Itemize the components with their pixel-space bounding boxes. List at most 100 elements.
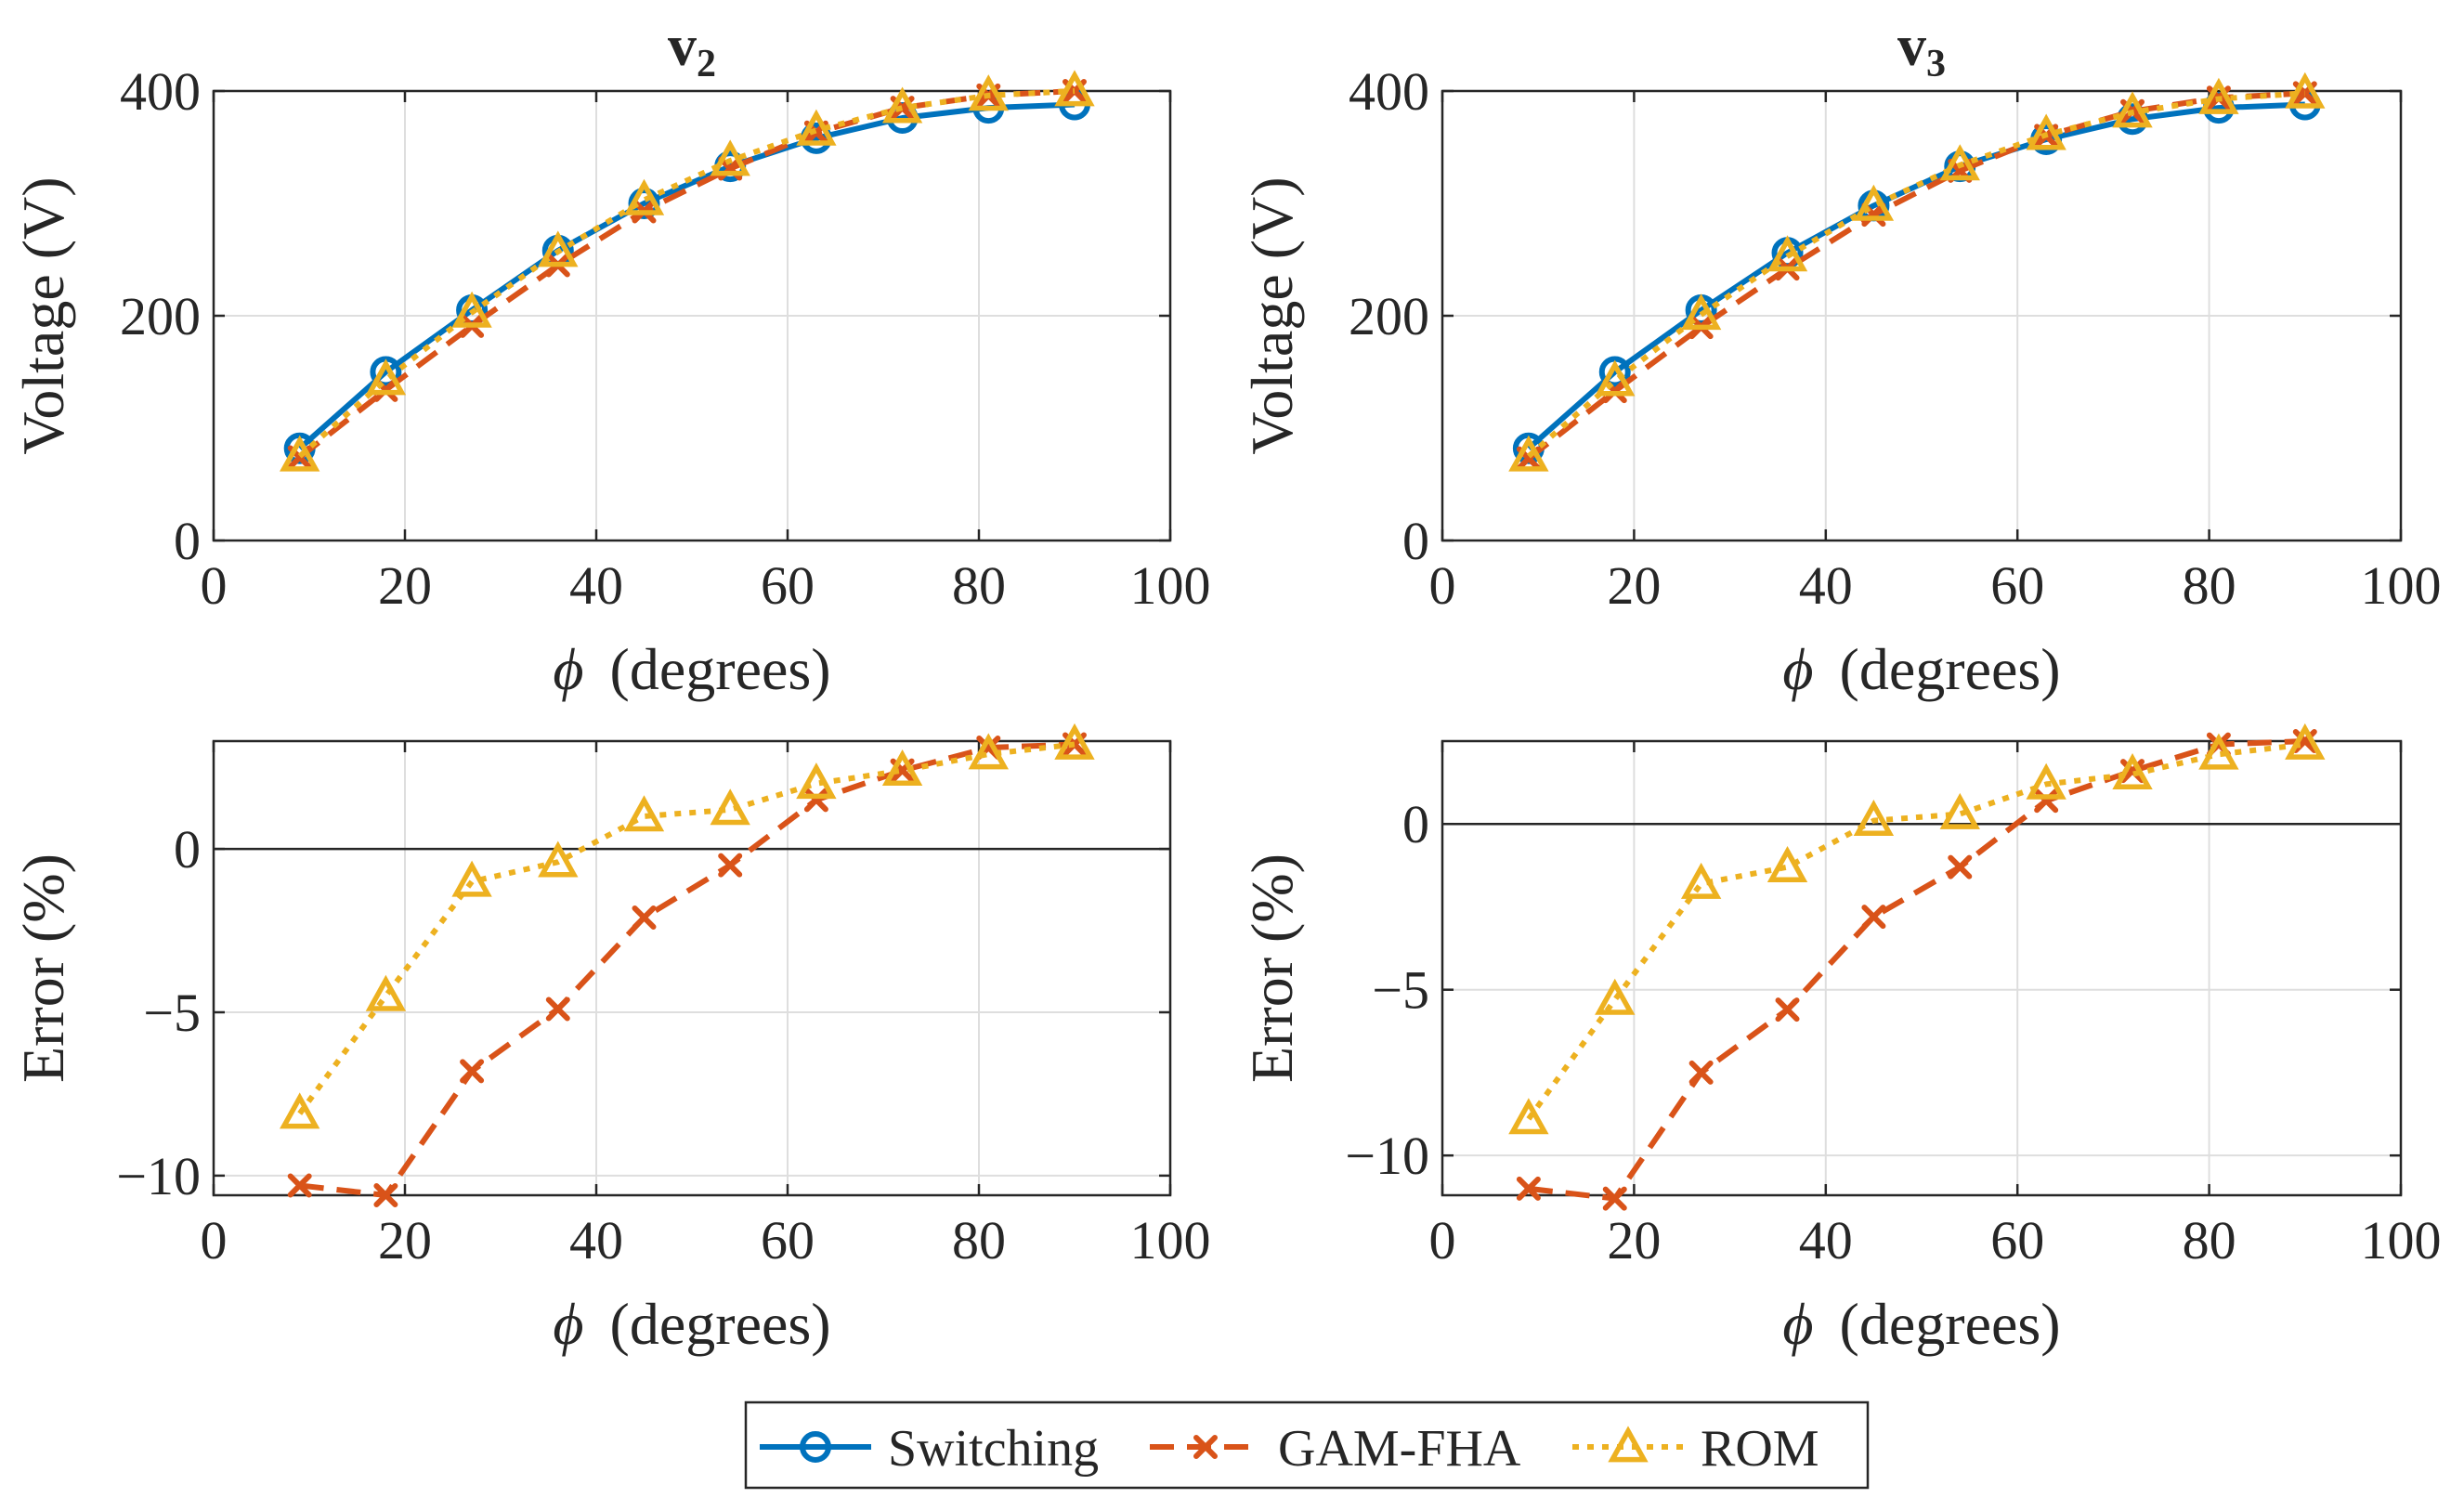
data-point bbox=[538, 840, 579, 878]
legend-marker bbox=[1608, 1426, 1649, 1463]
series-line bbox=[1528, 738, 2305, 1202]
data-point bbox=[1054, 723, 1095, 760]
x-tick-label: 40 bbox=[1799, 1210, 1853, 1270]
data-point bbox=[280, 435, 320, 472]
x-axis-unit: (degrees) bbox=[610, 1291, 831, 1357]
legend-marker bbox=[1193, 1435, 1218, 1459]
y-tick-label: 0 bbox=[174, 819, 201, 879]
x-tick-label: 40 bbox=[1799, 555, 1853, 616]
data-point bbox=[1853, 800, 1895, 837]
data-point bbox=[1767, 235, 1808, 272]
chart-v3-error: 0 20 40 60 80 100 −10 −5 0 ϕ (degrees) Error (%) bbox=[1239, 723, 2442, 1357]
data-point bbox=[623, 178, 665, 215]
data-point bbox=[968, 733, 1009, 770]
series-line bbox=[297, 88, 1076, 460]
x-axis-symbol: ϕ bbox=[1782, 636, 1813, 702]
x-tick-label: 60 bbox=[1990, 555, 2044, 616]
y-axis-label: Error (%) bbox=[1239, 853, 1305, 1083]
x-tick-label: 0 bbox=[201, 555, 228, 616]
data-point bbox=[365, 974, 407, 1011]
data-point bbox=[881, 749, 923, 787]
series-line bbox=[1527, 90, 2305, 462]
legend-label: ROM bbox=[1701, 1420, 1819, 1478]
axes-box bbox=[1441, 739, 2403, 1197]
x-axis-unit: (degrees) bbox=[1840, 1291, 2061, 1357]
chart-v2-voltage: 0 20 40 60 80 100 0 200 400 ϕ (degrees) Voltage (V)… bbox=[10, 15, 1211, 702]
data-point bbox=[2112, 753, 2153, 790]
data-point bbox=[365, 358, 407, 396]
x-tick-label: 80 bbox=[2183, 555, 2236, 616]
x-tick-label: 60 bbox=[1990, 1210, 2044, 1270]
data-point bbox=[538, 230, 579, 267]
series-line bbox=[1526, 101, 2305, 451]
x-tick-label: 100 bbox=[1130, 1210, 1211, 1270]
data-point bbox=[710, 788, 750, 826]
series-gam-fha bbox=[1516, 729, 2317, 1211]
data-point bbox=[460, 1059, 485, 1084]
x-axis-symbol: ϕ bbox=[553, 1291, 583, 1357]
data-point bbox=[1861, 905, 1886, 930]
data-point bbox=[1595, 978, 1636, 1015]
x-tick-label: 20 bbox=[1607, 555, 1661, 616]
series-switching bbox=[1512, 88, 2321, 464]
data-point bbox=[1680, 293, 1722, 331]
y-tick-label: 0 bbox=[1402, 794, 1429, 854]
y-tick-label: −5 bbox=[1372, 960, 1429, 1021]
legend-label: Switching bbox=[888, 1420, 1099, 1478]
y-tick-label: 0 bbox=[1402, 511, 1429, 571]
y-tick-label: 0 bbox=[174, 511, 201, 571]
series-gam-fha bbox=[287, 79, 1087, 470]
data-point bbox=[545, 996, 570, 1022]
legend-entry-gam-fha: GAM-FHA bbox=[1150, 1420, 1521, 1478]
x-axis-label: ϕ (degrees) bbox=[553, 1291, 830, 1357]
x-tick-label: 60 bbox=[761, 555, 815, 616]
series-line bbox=[297, 101, 1076, 451]
x-axis-label: ϕ (degrees) bbox=[1782, 636, 2060, 702]
data-point bbox=[451, 860, 492, 897]
data-point bbox=[1680, 862, 1722, 899]
series-line bbox=[1526, 741, 2306, 1121]
data-point bbox=[373, 1183, 398, 1207]
data-point bbox=[1939, 144, 1980, 181]
x-tick-label: 40 bbox=[569, 1210, 623, 1270]
series-rom bbox=[280, 723, 1095, 1129]
y-tick-label: −5 bbox=[143, 983, 201, 1043]
legend-entry-switching: Switching bbox=[760, 1420, 1099, 1478]
data-point bbox=[2026, 762, 2066, 800]
axes-box bbox=[212, 739, 1172, 1197]
data-point bbox=[796, 109, 837, 146]
x-axis-unit: (degrees) bbox=[610, 636, 831, 702]
series-rom bbox=[280, 70, 1095, 472]
data-point bbox=[1948, 854, 1973, 879]
data-point bbox=[2198, 733, 2239, 770]
x-tick-label: 0 bbox=[1429, 555, 1456, 616]
data-point bbox=[1602, 1186, 1627, 1211]
data-point bbox=[2026, 113, 2066, 150]
legend: Switching GAM-FHA ROM bbox=[744, 1400, 1870, 1490]
x-tick-label: 40 bbox=[569, 555, 623, 616]
x-axis-unit: (degrees) bbox=[1840, 636, 2061, 702]
data-point bbox=[287, 1173, 312, 1198]
x-axis-symbol: ϕ bbox=[553, 636, 583, 702]
data-point bbox=[1939, 792, 1980, 829]
data-point bbox=[1054, 70, 1095, 107]
x-tick-label: 20 bbox=[378, 555, 432, 616]
data-point bbox=[1598, 356, 1631, 388]
data-point bbox=[710, 139, 750, 176]
data-point bbox=[1508, 1098, 1549, 1135]
data-point bbox=[1516, 1176, 1541, 1201]
x-axis-label: ϕ (degrees) bbox=[1782, 1291, 2060, 1357]
x-tick-label: 0 bbox=[1429, 1210, 1456, 1270]
y-tick-label: 400 bbox=[1349, 61, 1429, 122]
series-line bbox=[297, 741, 1076, 1115]
x-tick-label: 80 bbox=[952, 555, 1006, 616]
y-axis-label: Voltage (V) bbox=[1239, 176, 1305, 454]
data-point bbox=[1508, 435, 1549, 472]
x-tick-label: 20 bbox=[378, 1210, 432, 1270]
y-tick-label: −10 bbox=[116, 1146, 201, 1206]
y-axis-label: Error (%) bbox=[10, 853, 76, 1083]
series-line bbox=[297, 88, 1076, 459]
data-point bbox=[1775, 997, 1800, 1023]
x-tick-label: 100 bbox=[2361, 555, 2442, 616]
legend-entry-rom: ROM bbox=[1572, 1420, 1819, 1478]
